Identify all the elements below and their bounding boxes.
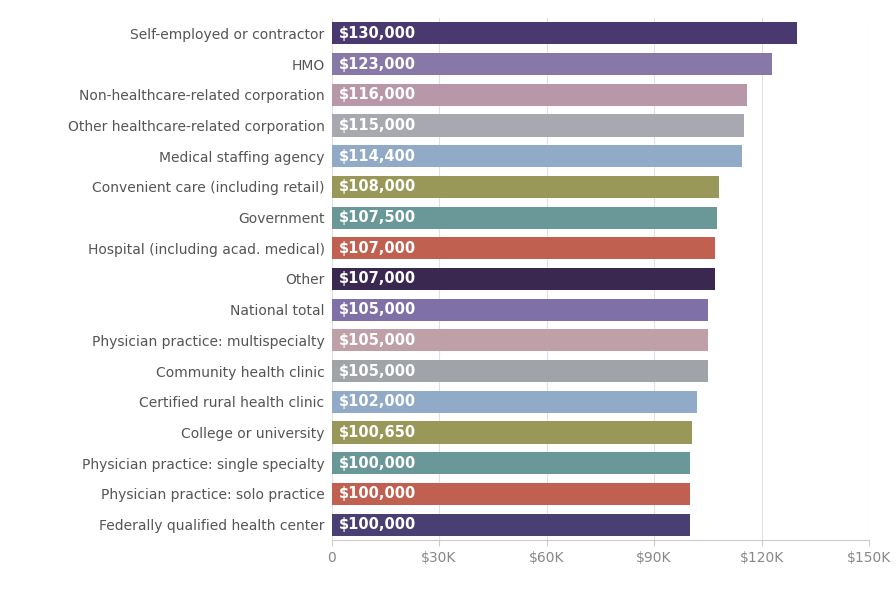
Bar xyxy=(332,176,719,198)
Text: $123,000: $123,000 xyxy=(339,56,416,71)
Bar xyxy=(332,299,708,321)
Bar xyxy=(332,53,772,75)
Text: $130,000: $130,000 xyxy=(339,26,416,41)
Bar xyxy=(332,206,717,229)
Bar xyxy=(332,391,697,413)
Text: $100,650: $100,650 xyxy=(339,425,416,440)
Text: $107,000: $107,000 xyxy=(339,271,416,286)
Text: $116,000: $116,000 xyxy=(339,87,416,102)
Bar xyxy=(332,360,708,382)
Text: $100,000: $100,000 xyxy=(339,456,416,471)
Bar xyxy=(332,483,690,505)
Text: $114,400: $114,400 xyxy=(339,149,416,164)
Bar xyxy=(332,237,715,259)
Text: $102,000: $102,000 xyxy=(339,394,416,409)
Bar xyxy=(332,514,690,536)
Text: $107,000: $107,000 xyxy=(339,241,416,256)
Bar xyxy=(332,22,797,44)
Bar xyxy=(332,145,742,167)
Text: $100,000: $100,000 xyxy=(339,487,416,502)
Text: $105,000: $105,000 xyxy=(339,333,416,348)
Bar xyxy=(332,329,708,352)
Text: $115,000: $115,000 xyxy=(339,118,416,133)
Bar xyxy=(332,421,693,443)
Bar xyxy=(332,115,744,137)
Text: $100,000: $100,000 xyxy=(339,517,416,532)
Text: $107,500: $107,500 xyxy=(339,210,416,225)
Bar xyxy=(332,452,690,474)
Bar xyxy=(332,268,715,290)
Bar xyxy=(332,84,747,106)
Text: $105,000: $105,000 xyxy=(339,302,416,317)
Text: $105,000: $105,000 xyxy=(339,364,416,379)
Text: $108,000: $108,000 xyxy=(339,179,416,194)
